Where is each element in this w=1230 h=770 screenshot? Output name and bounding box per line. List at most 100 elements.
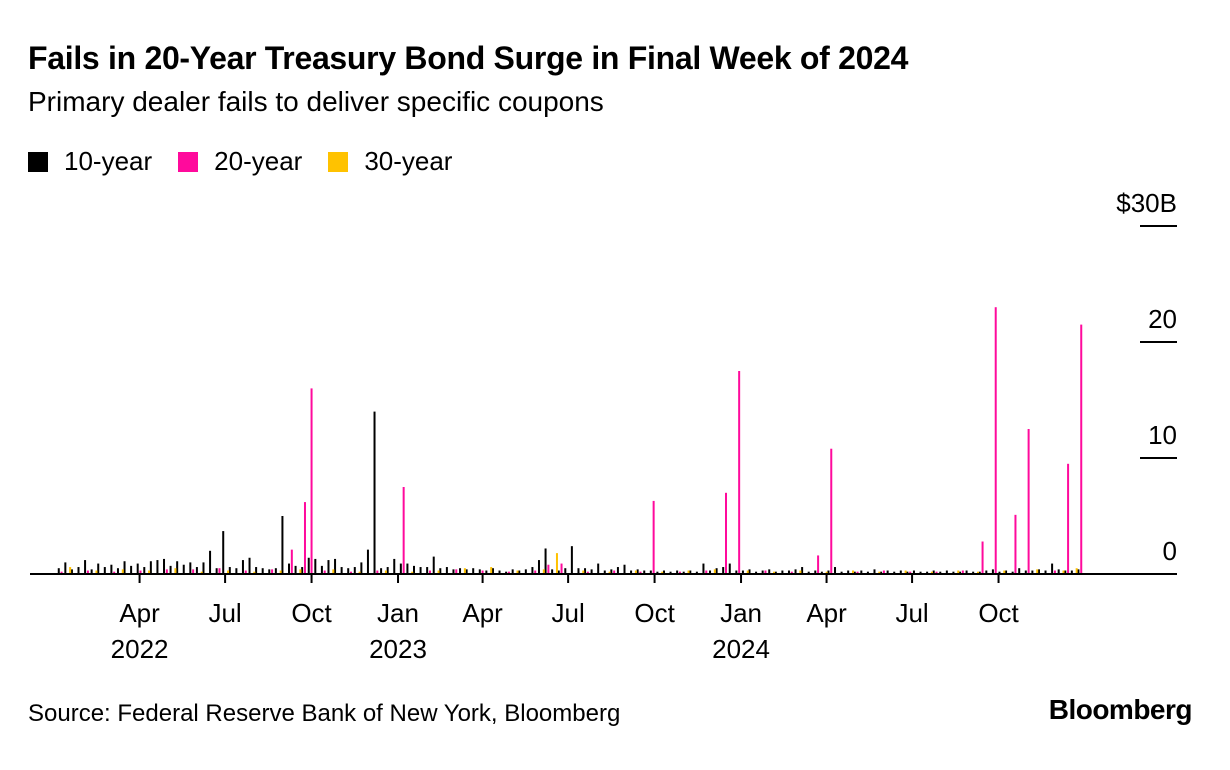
bar-10-year-59 — [445, 567, 448, 574]
bar-30-year-16 — [490, 567, 493, 574]
bar-30-year-38 — [1062, 570, 1065, 574]
bar-20-year-35 — [856, 571, 859, 574]
bar-20-year-22 — [560, 563, 563, 574]
bar-10-year-11 — [130, 565, 133, 574]
x-tick-label-3: Jan — [377, 598, 419, 628]
bar-10-year-115 — [814, 570, 817, 574]
bar-10-year-75 — [551, 569, 554, 574]
bar-30-year-1 — [95, 570, 98, 574]
bar-10-year-22 — [202, 562, 205, 574]
bar-10-year-5 — [90, 569, 93, 574]
bar-10-year-41 — [327, 560, 330, 574]
x-tick-label-1: Jul — [208, 598, 241, 628]
bar-10-year-72 — [531, 567, 534, 574]
y-tick-label-3: 0 — [1163, 536, 1177, 566]
bar-10-year-45 — [353, 567, 356, 574]
bar-10-year-34 — [281, 516, 284, 574]
bar-10-year-9 — [116, 568, 119, 574]
bar-10-year-12 — [136, 563, 139, 574]
bar-20-year-32 — [790, 571, 793, 574]
bar-10-year-44 — [347, 568, 350, 574]
bar-30-year-32 — [904, 570, 907, 574]
bar-30-year-11 — [358, 571, 361, 574]
x-tick-label-9: Jul — [895, 598, 928, 628]
bar-10-year-10 — [123, 561, 126, 574]
bar-10-year-74 — [544, 548, 547, 574]
bar-10-year-90 — [649, 570, 652, 574]
bar-20-year-25 — [639, 571, 642, 574]
bar-10-year-48 — [373, 411, 376, 574]
bar-10-year-42 — [334, 558, 337, 574]
bar-10-year-46 — [360, 562, 363, 574]
bar-10-year-127 — [893, 571, 896, 574]
bar-20-year-5 — [192, 569, 195, 574]
chart-subtitle: Primary dealer fails to deliver specific… — [28, 86, 604, 117]
x-tick-label-10: Oct — [978, 598, 1019, 628]
bar-10-year-101 — [722, 567, 725, 574]
legend-item-10-year: 10-year — [28, 146, 152, 177]
bar-10-year-139 — [972, 571, 975, 574]
bar-10-year-82 — [597, 563, 600, 574]
bar-10-year-86 — [623, 564, 626, 574]
bar-10-year-112 — [794, 569, 797, 574]
bar-10-year-28 — [241, 560, 244, 574]
x-tick-year-3: 2023 — [369, 634, 427, 664]
bar-10-year-40 — [320, 565, 323, 574]
bar-10-year-81 — [590, 569, 593, 574]
bar-10-year-16 — [163, 558, 166, 574]
bar-10-year-80 — [584, 568, 587, 574]
bar-10-year-78 — [570, 546, 573, 574]
bar-10-year-1 — [64, 562, 67, 574]
bar-10-year-26 — [228, 567, 231, 574]
bar-20-year-46 — [1080, 324, 1083, 574]
bar-30-year-18 — [542, 569, 545, 574]
bar-20-year-45 — [1067, 463, 1070, 574]
bar-10-year-130 — [912, 570, 915, 574]
bar-10-year-118 — [834, 567, 837, 574]
bar-10-year-47 — [366, 549, 369, 574]
bar-10-year-146 — [1018, 568, 1021, 574]
bar-20-year-27 — [678, 571, 681, 574]
bar-10-year-87 — [630, 570, 633, 574]
bar-10-year-43 — [340, 567, 343, 574]
bar-10-year-35 — [288, 563, 291, 574]
bar-10-year-8 — [110, 564, 113, 574]
bar-10-year-133 — [932, 570, 935, 574]
bar-30-year-24 — [687, 570, 690, 574]
legend-item-30-year: 30-year — [328, 146, 452, 177]
bar-10-year-66 — [491, 568, 494, 574]
bar-20-year-42 — [1014, 514, 1017, 574]
bar-10-year-20 — [189, 562, 192, 574]
y-tick-label-0: $30B — [1116, 188, 1177, 218]
bar-10-year-142 — [991, 569, 994, 574]
bar-10-year-58 — [439, 568, 442, 574]
bar-30-year-19 — [555, 553, 558, 574]
bar-10-year-3 — [77, 567, 80, 574]
bar-20-year-34 — [830, 448, 833, 574]
bar-20-year-1 — [86, 570, 89, 574]
bar-10-year-84 — [610, 569, 613, 574]
bar-30-year-8 — [279, 570, 282, 574]
legend-label-10-year: 10-year — [64, 146, 153, 176]
bar-10-year-85 — [616, 567, 619, 574]
bar-10-year-151 — [1051, 563, 1054, 574]
bar-10-year-25 — [222, 531, 225, 574]
bar-10-year-155 — [1077, 569, 1080, 574]
bar-20-year-31 — [764, 570, 767, 574]
source-note: Source: Federal Reserve Bank of New York… — [28, 700, 621, 727]
bar-10-year-27 — [235, 568, 238, 574]
bar-10-year-68 — [505, 571, 508, 574]
bar-20-year-40 — [981, 541, 984, 574]
bar-10-year-134 — [939, 571, 942, 574]
x-tick-label-2: Oct — [291, 598, 332, 628]
bar-10-year-143 — [998, 571, 1001, 574]
bar-20-year-23 — [586, 571, 589, 574]
bar-10-year-37 — [301, 567, 304, 574]
bar-10-year-99 — [709, 570, 712, 574]
bar-10-year-53 — [406, 563, 409, 574]
bar-30-year-26 — [746, 570, 749, 574]
bar-10-year-119 — [840, 571, 843, 574]
bar-10-year-137 — [959, 571, 962, 574]
bar-30-year-3 — [148, 570, 151, 574]
bar-30-year-30 — [851, 570, 854, 574]
